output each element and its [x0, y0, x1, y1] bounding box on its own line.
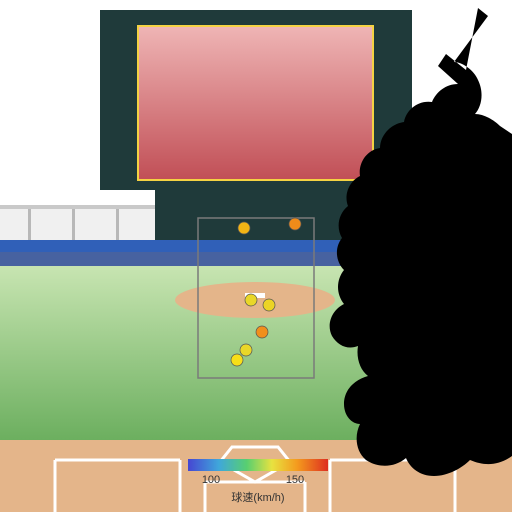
legend-tick-label: 100	[196, 474, 226, 486]
seat-divider	[28, 209, 31, 240]
scoreboard-screen	[138, 26, 373, 180]
pitch-point	[256, 326, 268, 338]
seat-divider	[72, 209, 75, 240]
speed-legend-bar	[188, 459, 328, 471]
legend-tick-label: 150	[280, 474, 310, 486]
scene-svg	[0, 0, 512, 512]
pitch-point	[240, 344, 252, 356]
scoreboard-pillar	[155, 190, 357, 240]
legend-title: 球速(km/h)	[208, 489, 308, 505]
pitch-point	[245, 294, 257, 306]
pitch-point	[263, 299, 275, 311]
pitch-point	[231, 354, 243, 366]
seat-divider	[116, 209, 119, 240]
pitch-location-diagram: 100 150 球速(km/h)	[0, 0, 512, 512]
pitch-point	[238, 222, 250, 234]
pitch-point	[289, 218, 301, 230]
